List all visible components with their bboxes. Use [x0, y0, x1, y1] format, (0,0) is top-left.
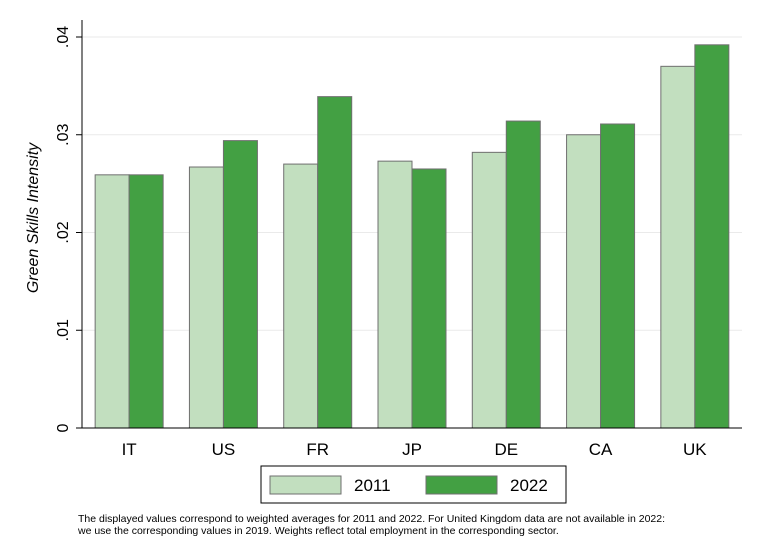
bars: [94, 44, 730, 429]
x-tick-label-uk: UK: [683, 440, 707, 459]
bar-de-2022: [505, 120, 541, 429]
x-tick-label-jp: JP: [402, 440, 422, 459]
footnote: The displayed values correspond to weigh…: [78, 513, 758, 537]
y-tick-label-4: .04: [55, 26, 72, 48]
axes: IT US FR JP DE CA UK 0 .01 .02 .03 .04: [55, 20, 742, 459]
bar-us-2011: [188, 166, 224, 429]
x-tick-label-it: IT: [122, 440, 137, 459]
bar-ca-2011: [566, 134, 602, 429]
legend-label-2011: 2011: [354, 476, 391, 495]
legend-swatch-2011: [269, 475, 342, 495]
y-tick-label-2: .02: [55, 221, 72, 243]
bar-de-2011: [471, 151, 507, 429]
bar-uk-2022: [694, 44, 730, 429]
x-tick-label-us: US: [212, 440, 236, 459]
bar-uk-2011: [660, 65, 696, 429]
y-tick-label-0: 0: [55, 423, 72, 432]
legend: 2011 2022: [260, 465, 567, 504]
bar-us-2022: [222, 140, 258, 429]
legend-label-2022: 2022: [510, 476, 548, 495]
x-tick-label-de: DE: [494, 440, 518, 459]
bar-ca-2022: [600, 123, 636, 429]
bar-jp-2022: [411, 168, 447, 429]
x-tick-label-fr: FR: [306, 440, 329, 459]
footnote-line-1: The displayed values correspond to weigh…: [78, 513, 666, 525]
y-tick-label-1: .01: [55, 319, 72, 341]
y-tick-label-3: .03: [55, 124, 72, 146]
y-axis-label: Green Skills Intensity: [25, 142, 42, 293]
x-tick-label-ca: CA: [589, 440, 613, 459]
bar-it-2011: [94, 174, 130, 429]
bar-chart: IT US FR JP DE CA UK 0 .01 .02 .03 .04 Green Skills…: [25, 20, 742, 504]
bar-it-2022: [128, 174, 164, 429]
legend-swatch-2022: [425, 475, 498, 495]
bar-fr-2022: [317, 96, 353, 429]
bar-fr-2011: [283, 163, 319, 429]
bar-jp-2011: [377, 160, 413, 429]
footnote-line-2: we use the corresponding values in 2019.…: [78, 525, 559, 537]
